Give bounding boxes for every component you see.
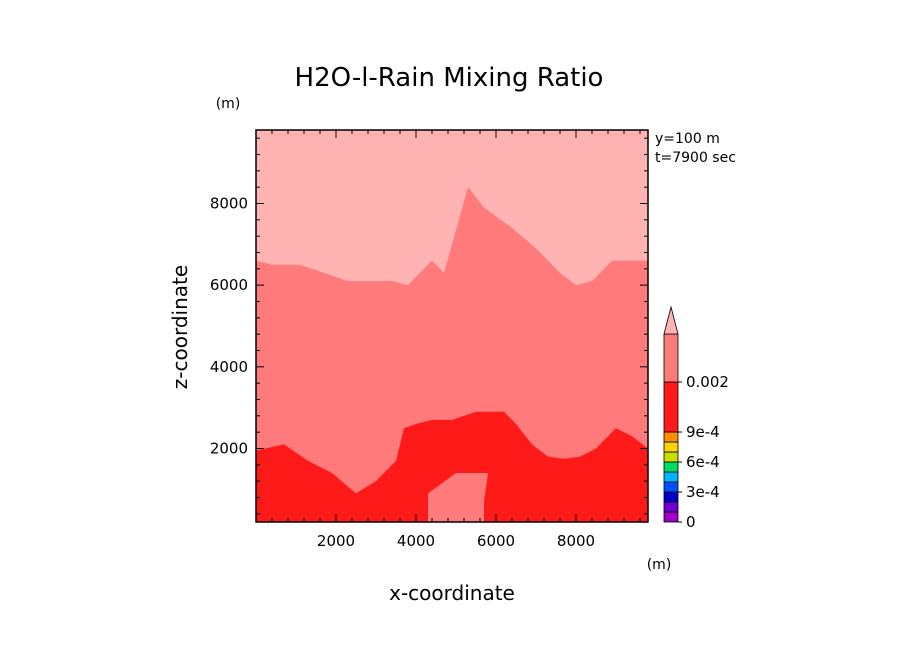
annotation-t: t=7900 sec [655, 150, 736, 166]
colorbar-label: 0.002 [686, 373, 729, 391]
colorbar-swatch [663, 471, 679, 483]
y-tick-label: 8000 [210, 195, 248, 213]
colorbar-swatch [663, 491, 679, 503]
chart-title: H2O-l-Rain Mixing Ratio [295, 63, 604, 93]
y-unit-label: (m) [216, 96, 241, 112]
colorbar-swatch [663, 431, 679, 443]
colorbar-swatch [663, 451, 679, 463]
plot-frame [255, 129, 649, 523]
x-unit-label: (m) [647, 557, 672, 573]
colorbar-label: 6e-4 [686, 453, 720, 471]
colorbar-swatch [663, 481, 679, 493]
x-tick-label: 8000 [557, 532, 595, 550]
contour-region-top [256, 130, 648, 286]
colorbar-swatch [663, 333, 679, 383]
x-tick-label: 2000 [317, 532, 355, 550]
colorbar: 0 3e-4 6e-4 9e-4 0.002 [663, 305, 729, 531]
axis-ticks: 2000 4000 6000 8000 2000 4000 6000 8000 [210, 130, 648, 550]
y-axis-label: z-coordinate [168, 265, 192, 389]
colorbar-swatch [663, 441, 679, 453]
contour-region-bottom [256, 411, 648, 522]
colorbar-label: 9e-4 [686, 423, 720, 441]
plot-area [255, 129, 649, 523]
colorbar-label: 0 [686, 513, 696, 531]
y-tick-label: 6000 [210, 276, 248, 294]
y-tick-label: 4000 [210, 358, 248, 376]
contour-region-pocket [428, 473, 488, 522]
x-tick-label: 4000 [397, 532, 435, 550]
colorbar-swatch [663, 501, 679, 513]
colorbar-swatch [663, 511, 679, 523]
annotation-y: y=100 m [655, 131, 720, 147]
y-tick-label: 2000 [210, 440, 248, 458]
colorbar-swatch [663, 381, 679, 433]
x-axis-label: x-coordinate [389, 581, 515, 605]
colorbar-swatch [663, 461, 679, 473]
colorbar-label: 3e-4 [686, 483, 720, 501]
colorbar-over-arrow [663, 305, 679, 335]
x-tick-label: 6000 [477, 532, 515, 550]
